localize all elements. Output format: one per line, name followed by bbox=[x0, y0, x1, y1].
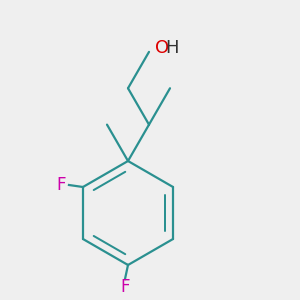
Text: H: H bbox=[165, 39, 178, 57]
Text: F: F bbox=[120, 278, 130, 296]
Text: O: O bbox=[155, 39, 169, 57]
Text: F: F bbox=[56, 176, 66, 194]
